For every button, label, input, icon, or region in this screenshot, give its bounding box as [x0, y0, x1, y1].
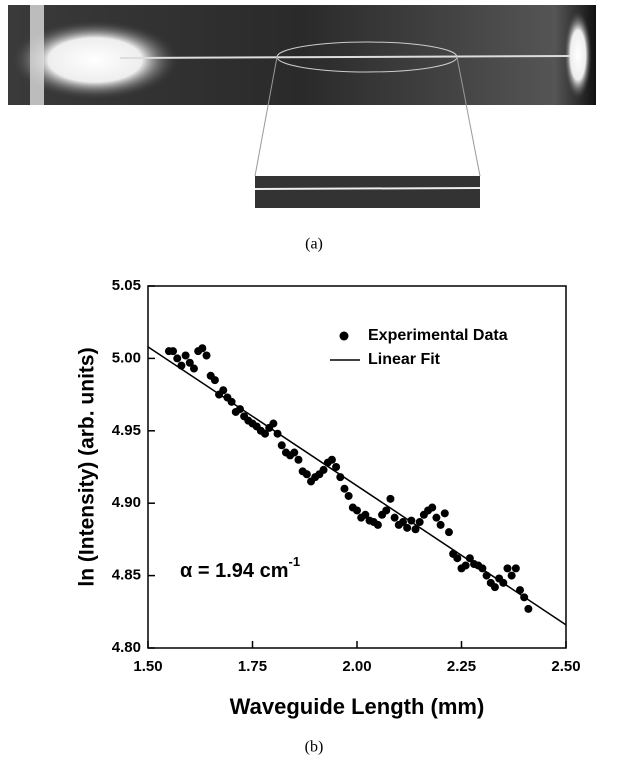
- legend-label: Experimental Data: [368, 327, 508, 344]
- data-point: [198, 344, 207, 353]
- fit-line: [147, 346, 567, 626]
- data-point: [490, 583, 499, 592]
- data-point: [185, 358, 194, 367]
- data-point: [361, 510, 370, 519]
- input-facet: [30, 5, 44, 105]
- data-point: [440, 509, 449, 518]
- data-point: [344, 491, 353, 500]
- data-point: [294, 455, 303, 464]
- data-point: [461, 561, 470, 570]
- data-point: [290, 448, 299, 457]
- data-point: [403, 523, 412, 532]
- data-point: [386, 494, 395, 503]
- annotation-superscript: -1: [288, 554, 300, 569]
- data-point: [353, 506, 361, 515]
- y-tick-label: 4.85: [112, 567, 141, 584]
- data-point: [453, 554, 462, 563]
- data-point: [202, 351, 211, 360]
- input-glow: [10, 20, 180, 100]
- annotation: α = 1.94 cm-1: [180, 554, 300, 582]
- data-point: [411, 525, 420, 534]
- y-axis-label: ln (Intensity) (arb. units): [76, 347, 99, 586]
- panel-label: (a): [305, 236, 323, 253]
- data-point: [398, 518, 407, 527]
- x-axis-label: Waveguide Length (mm): [230, 694, 485, 719]
- zoom-line: [456, 56, 481, 177]
- data-point: [219, 386, 228, 395]
- data-point: [169, 347, 178, 356]
- data-point: [269, 419, 278, 428]
- data-point: [302, 470, 311, 479]
- data-point: [428, 503, 437, 512]
- y-tick-label: 4.90: [112, 494, 141, 511]
- data-point: [319, 465, 328, 474]
- data-point: [327, 455, 336, 464]
- annotation-text: α = 1.94 cm: [180, 560, 288, 582]
- y-tick-label: 5.05: [112, 277, 141, 294]
- photo-panel: [8, 5, 596, 208]
- x-tick-label: 2.25: [447, 658, 476, 675]
- y-tick-label: 4.95: [112, 422, 141, 439]
- data-point: [181, 351, 190, 360]
- data-point: [277, 441, 286, 450]
- zoom-line: [254, 56, 278, 177]
- panel-label: (b): [305, 739, 324, 756]
- data-point: [524, 604, 533, 613]
- data-point: [415, 518, 424, 527]
- data-point: [507, 571, 516, 580]
- data-point: [436, 520, 445, 529]
- data-point: [373, 520, 382, 529]
- data-point: [511, 564, 520, 573]
- data-point: [382, 506, 391, 515]
- data-point: [210, 376, 219, 385]
- x-tick-label: 2.50: [551, 658, 580, 675]
- data-point: [390, 513, 399, 522]
- data-point: [332, 463, 341, 471]
- data-point: [340, 484, 349, 493]
- data-point: [503, 564, 512, 573]
- y-tick-label: 5.00: [112, 349, 141, 366]
- data-point: [173, 354, 182, 363]
- data-point: [444, 528, 453, 537]
- waveguide-line: [119, 55, 571, 59]
- y-tick-label: 4.80: [112, 639, 141, 656]
- data-point: [432, 513, 441, 522]
- data-point: [261, 429, 270, 438]
- zoom-inset: [255, 176, 480, 208]
- legend-marker: [339, 331, 349, 341]
- legend-label: Linear Fit: [368, 351, 441, 368]
- x-tick-label: 1.50: [133, 658, 162, 675]
- inset-waveguide: [254, 187, 481, 190]
- x-tick-label: 2.00: [342, 658, 371, 675]
- data-point: [189, 364, 198, 373]
- output-glow: [564, 10, 592, 100]
- x-tick-label: 1.75: [238, 658, 267, 675]
